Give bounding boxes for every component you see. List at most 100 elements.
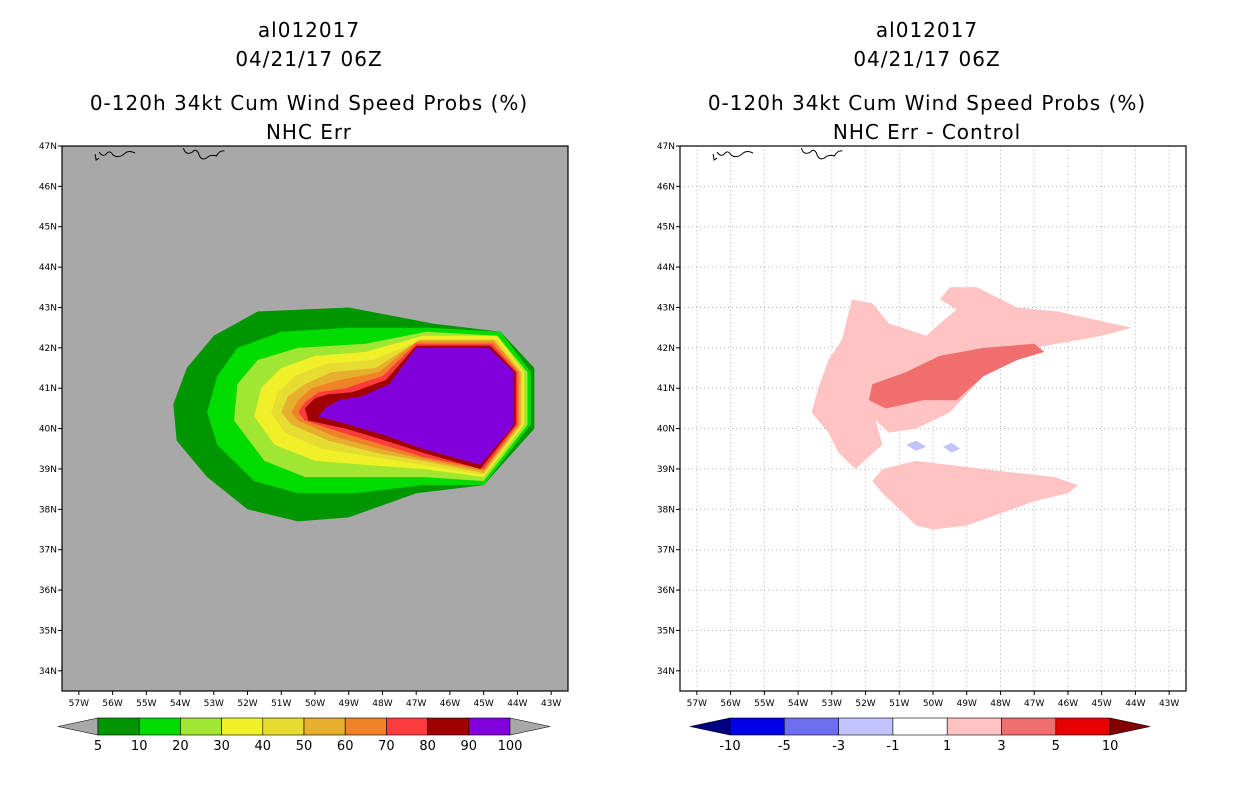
y-tick-label: 44N bbox=[39, 263, 57, 273]
x-tick-label: 49W bbox=[339, 699, 359, 709]
y-tick-label: 42N bbox=[657, 344, 675, 354]
colorbar-swatch bbox=[180, 717, 222, 736]
x-tick-label: 48W bbox=[990, 699, 1010, 709]
colorbar-label: -5 bbox=[778, 739, 791, 754]
colorbar-label: 80 bbox=[419, 739, 436, 754]
chart-title-line-2: 04/21/17 06Z bbox=[235, 47, 383, 71]
x-tick-label: 52W bbox=[855, 699, 875, 709]
colorbar-label: 50 bbox=[296, 739, 313, 754]
left-panel: al012017 04/21/17 06Z 0-120h 34kt Cum Wi… bbox=[39, 18, 569, 754]
colorbar-swatch bbox=[838, 717, 894, 736]
y-tick-label: 36N bbox=[657, 586, 675, 596]
coastline-segment bbox=[94, 153, 100, 161]
x-tick-label: 55W bbox=[136, 699, 156, 709]
contour-level--1 bbox=[906, 440, 927, 451]
y-tick-label: 39N bbox=[39, 465, 57, 475]
y-tick-label: 46N bbox=[39, 182, 57, 192]
y-tick-label: 45N bbox=[39, 223, 57, 233]
coastline-segment bbox=[712, 153, 718, 161]
y-tick-label: 37N bbox=[39, 546, 57, 556]
colorbar-swatch bbox=[892, 717, 948, 736]
x-tick-label: 49W bbox=[957, 699, 977, 709]
colorbar-label: -3 bbox=[832, 739, 845, 754]
coastline bbox=[94, 147, 225, 161]
x-tick-label: 51W bbox=[271, 699, 291, 709]
y-tick-label: 34N bbox=[657, 667, 675, 677]
colorbar-swatch bbox=[386, 717, 428, 736]
y-tick-label: 39N bbox=[657, 465, 675, 475]
colorbar-label: 60 bbox=[337, 739, 354, 754]
colorbar-label: 5 bbox=[94, 739, 102, 754]
y-tick-label: 40N bbox=[39, 425, 57, 435]
colorbar-label: -10 bbox=[719, 739, 740, 754]
x-tick-label: 57W bbox=[687, 699, 707, 709]
y-tick-label: 38N bbox=[657, 505, 675, 515]
colorbar-extend-high bbox=[1109, 717, 1151, 736]
x-tick-label: 43W bbox=[541, 699, 561, 709]
chart-title-line-4: NHC Err bbox=[265, 120, 353, 144]
x-tick-label: 44W bbox=[507, 699, 527, 709]
x-tick-label: 47W bbox=[1024, 699, 1044, 709]
colorbar-swatch bbox=[427, 717, 470, 736]
chart-title-line-1: al012017 bbox=[875, 18, 979, 42]
colorbar-label: 3 bbox=[997, 739, 1005, 754]
colorbar-swatch bbox=[468, 717, 511, 736]
chart-title-line-3: 0-120h 34kt Cum Wind Speed Probs (%) bbox=[707, 91, 1147, 115]
x-tick-label: 51W bbox=[889, 699, 909, 709]
x-tick-label: 56W bbox=[720, 699, 740, 709]
contour-level-90 bbox=[318, 347, 514, 465]
colorbar-label: 10 bbox=[1102, 739, 1119, 754]
x-tick-label: 52W bbox=[237, 699, 257, 709]
colorbar-swatch bbox=[303, 717, 346, 736]
colorbar-swatch bbox=[97, 717, 140, 736]
x-tick-label: 57W bbox=[69, 699, 89, 709]
x-tick-label: 45W bbox=[1091, 699, 1111, 709]
colorbar-label: 40 bbox=[255, 739, 272, 754]
coastline-segment bbox=[182, 147, 225, 160]
y-tick-label: 34N bbox=[39, 667, 57, 677]
coastline-segment bbox=[716, 151, 754, 158]
colorbar-swatch bbox=[946, 717, 1002, 736]
colorbar-label: 90 bbox=[461, 739, 478, 754]
x-tick-label: 55W bbox=[754, 699, 774, 709]
chart-title-line-2: 04/21/17 06Z bbox=[853, 47, 1001, 71]
coastline-segment bbox=[800, 147, 843, 160]
y-tick-label: 45N bbox=[657, 223, 675, 233]
y-tick-label: 35N bbox=[39, 626, 57, 636]
x-tick-label: 54W bbox=[788, 699, 808, 709]
colorbar-swatch bbox=[1001, 717, 1057, 736]
y-tick-label: 36N bbox=[39, 586, 57, 596]
y-tick-label: 44N bbox=[657, 263, 675, 273]
coastline bbox=[712, 147, 843, 161]
contour-fills bbox=[811, 287, 1132, 530]
x-tick-label: 45W bbox=[473, 699, 493, 709]
coastline-segment bbox=[98, 151, 136, 158]
contour-level-3 bbox=[868, 343, 1045, 409]
y-tick-label: 40N bbox=[657, 425, 675, 435]
x-tick-label: 56W bbox=[102, 699, 122, 709]
y-tick-label: 43N bbox=[39, 303, 57, 313]
y-tick-label: 38N bbox=[39, 505, 57, 515]
colorbar-label: 70 bbox=[378, 739, 395, 754]
colorbar-swatch bbox=[262, 717, 305, 736]
x-tick-label: 48W bbox=[372, 699, 392, 709]
colorbar-swatch bbox=[221, 717, 264, 736]
colorbar-swatch bbox=[138, 717, 181, 736]
x-tick-label: 50W bbox=[923, 699, 943, 709]
colorbar-label: 30 bbox=[213, 739, 230, 754]
colorbar-swatch bbox=[729, 717, 785, 736]
colorbar-extend-high bbox=[509, 717, 551, 736]
colorbar-label: -1 bbox=[886, 739, 899, 754]
colorbar-label: 20 bbox=[172, 739, 189, 754]
colorbar: 5 10 20 30 40 50 60 70 80 90 100 bbox=[57, 717, 551, 754]
x-tick-label: 44W bbox=[1125, 699, 1145, 709]
x-tick-label: 43W bbox=[1159, 699, 1179, 709]
colorbar-swatch bbox=[1055, 717, 1111, 736]
colorbar-label: 10 bbox=[131, 739, 148, 754]
chart-title-line-4: NHC Err - Control bbox=[832, 120, 1022, 144]
y-tick-label: 35N bbox=[657, 626, 675, 636]
colorbar-extend-low bbox=[689, 717, 731, 736]
right-panel: al012017 04/21/17 06Z 0-120h 34kt Cum Wi… bbox=[618, 0, 1236, 800]
colorbar-label: 100 bbox=[498, 739, 523, 754]
left-map-plot: 47N 46N 45N 44N 43N 42N 41N 40N 39N 38N 37N 36N 35N 3… bbox=[39, 142, 569, 754]
